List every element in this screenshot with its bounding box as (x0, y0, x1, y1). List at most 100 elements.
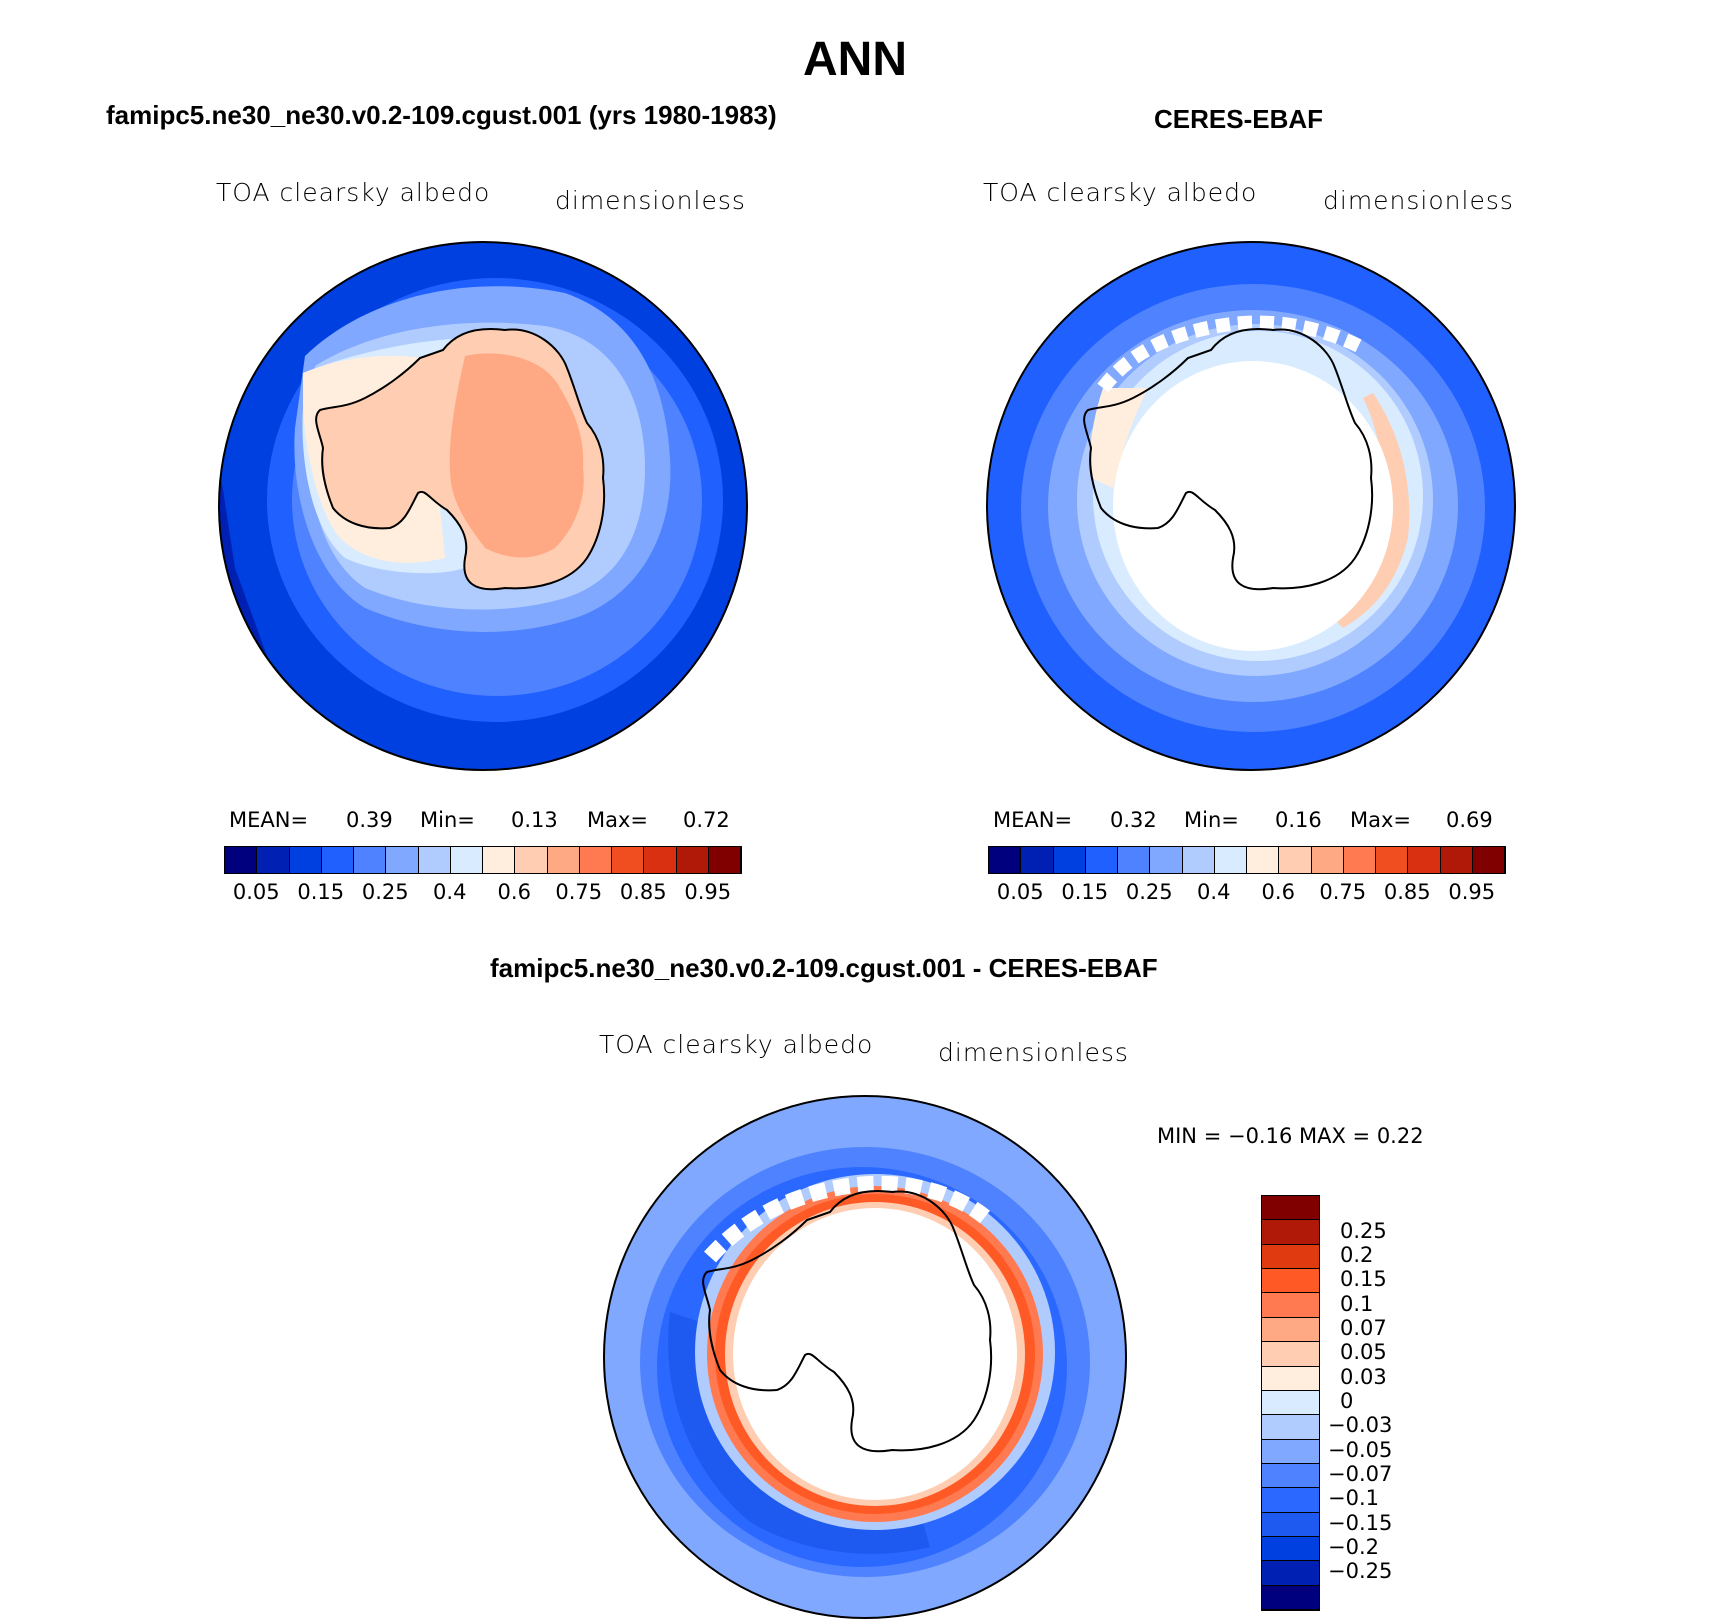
panel2-max-value: 0.69 (1446, 808, 1493, 832)
panel1-colorbar-ticks: 0.05 0.15 0.25 0.4 0.6 0.75 0.85 0.95 (224, 880, 740, 906)
colorbar-swatch (1262, 1244, 1319, 1270)
colorbar-swatch (1262, 1220, 1319, 1245)
panel1-units: dimensionless (555, 186, 746, 215)
colorbar-tick-label: −0.07 (1328, 1462, 1393, 1487)
panel3-title: famipc5.ne30_ne30.v0.2-109.cgust.001 - C… (490, 953, 1158, 983)
colorbar-swatch (1262, 1439, 1319, 1464)
colorbar-swatch (1262, 1415, 1319, 1440)
colorbar-swatch (1247, 847, 1280, 873)
colorbar-swatch (1472, 847, 1505, 873)
map-field-band (1113, 361, 1393, 651)
colorbar-tick-label: 0.25 (1340, 1218, 1387, 1243)
panel1-title: famipc5.ne30_ne30.v0.2-109.cgust.001 (yr… (106, 100, 777, 130)
colorbar-swatch (225, 847, 258, 873)
antarctica-outline (1083, 328, 1374, 591)
colorbar-tick-label: −0.03 (1328, 1413, 1393, 1438)
map-boundary (986, 241, 1516, 771)
colorbar-swatch (386, 847, 419, 873)
colorbar-swatch (1053, 847, 1086, 873)
colorbar-swatch (1085, 847, 1118, 873)
colorbar-swatch (1262, 1512, 1319, 1538)
colorbar-tick-label: 0.75 (1319, 880, 1367, 904)
panel3-polar-map (603, 1095, 1127, 1619)
colorbar-swatch (354, 847, 387, 873)
colorbar-swatch (1262, 1366, 1319, 1391)
colorbar-swatch (1311, 847, 1344, 873)
colorbar-swatch (321, 847, 354, 873)
colorbar-swatch (1150, 847, 1183, 873)
map-field-band (1090, 388, 1148, 488)
colorbar-tick-label: 0.85 (1383, 880, 1431, 904)
colorbar-swatch (1118, 847, 1151, 873)
panel1-colorbar (224, 846, 742, 874)
colorbar-tick-label: 0.05 (232, 880, 280, 904)
colorbar-swatch (1262, 1390, 1319, 1416)
colorbar-tick-label: 0.85 (619, 880, 667, 904)
panel2-mean-value: 0.32 (1110, 808, 1157, 832)
map-field-band (733, 1208, 1017, 1500)
colorbar-tick-label: 0.15 (297, 880, 345, 904)
panel2-polar-map (986, 241, 1516, 771)
panel1-min-label: Min= (420, 808, 475, 832)
colorbar-tick-label: 0.6 (497, 880, 531, 904)
colorbar-swatch (1376, 847, 1409, 873)
colorbar-swatch (1408, 847, 1441, 873)
panel2-colorbar-ticks: 0.05 0.15 0.25 0.4 0.6 0.75 0.85 0.95 (988, 880, 1504, 906)
colorbar-tick-label: −0.25 (1328, 1559, 1393, 1584)
colorbar-swatch (989, 847, 1022, 873)
colorbar-swatch (1262, 1561, 1319, 1586)
panel2-variable: TOA clearsky albedo (983, 178, 1258, 207)
colorbar-tick-label: 0.75 (555, 880, 603, 904)
colorbar-swatch (257, 847, 290, 873)
colorbar-swatch (676, 847, 709, 873)
panel1-polar-map (218, 241, 748, 771)
colorbar-tick-label: 0 (1340, 1389, 1354, 1413)
colorbar-tick-label: 0.05 (996, 880, 1044, 904)
colorbar-swatch (579, 847, 612, 873)
panel1-variable: TOA clearsky albedo (216, 178, 491, 207)
panel3-colorbar-ticks: 0.25 0.2 0.15 0.1 0.07 0.05 0.03 0 −0.03 −0.05 −0.… (1328, 1195, 1478, 1609)
colorbar-tick-label: 0.1 (1340, 1291, 1374, 1316)
panel1-max-label: Max= (587, 808, 649, 832)
panel2-title: CERES-EBAF (1154, 104, 1324, 134)
panel3-units: dimensionless (938, 1038, 1129, 1067)
colorbar-swatch (1440, 847, 1473, 873)
panel2-max-label: Max= (1350, 808, 1412, 832)
map-field-band (1333, 393, 1410, 628)
colorbar-swatch (1182, 847, 1215, 873)
colorbar-tick-label: −0.1 (1328, 1486, 1379, 1511)
colorbar-swatch (1262, 1293, 1319, 1318)
colorbar-tick-label: −0.05 (1328, 1437, 1393, 1462)
panel2-colorbar (988, 846, 1506, 874)
antarctica-outline (702, 1190, 993, 1453)
colorbar-tick-label: 0.05 (1340, 1340, 1387, 1365)
figure-title: ANN (803, 33, 907, 86)
colorbar-swatch (1262, 1342, 1319, 1367)
colorbar-swatch (644, 847, 677, 873)
panel2-mean-label: MEAN= (993, 808, 1073, 832)
colorbar-tick-label: 0.03 (1340, 1364, 1387, 1389)
colorbar-swatch (708, 847, 741, 873)
colorbar-swatch (1262, 1196, 1319, 1221)
colorbar-swatch (1343, 847, 1376, 873)
colorbar-swatch (289, 847, 322, 873)
colorbar-swatch (1262, 1537, 1319, 1562)
colorbar-swatch (483, 847, 516, 873)
colorbar-tick-label: 0.4 (433, 880, 467, 904)
map-missing-data-band (1097, 315, 1367, 393)
colorbar-tick-label: 0.95 (684, 880, 732, 904)
panel1-mean-value: 0.39 (346, 808, 393, 832)
colorbar-swatch (1214, 847, 1247, 873)
colorbar-tick-label: 0.25 (361, 880, 409, 904)
colorbar-tick-label: 0.15 (1340, 1267, 1387, 1292)
panel3-variable: TOA clearsky albedo (599, 1030, 874, 1059)
panel2-units: dimensionless (1323, 186, 1514, 215)
panel3-minmax: MIN = −0.16 MAX = 0.22 (1157, 1124, 1424, 1148)
panel3-colorbar (1261, 1195, 1320, 1611)
colorbar-swatch (418, 847, 451, 873)
colorbar-tick-label: −0.15 (1328, 1510, 1393, 1535)
colorbar-tick-label: 0.15 (1061, 880, 1109, 904)
colorbar-swatch (1262, 1269, 1319, 1294)
colorbar-swatch (612, 847, 645, 873)
panel1-min-value: 0.13 (511, 808, 558, 832)
